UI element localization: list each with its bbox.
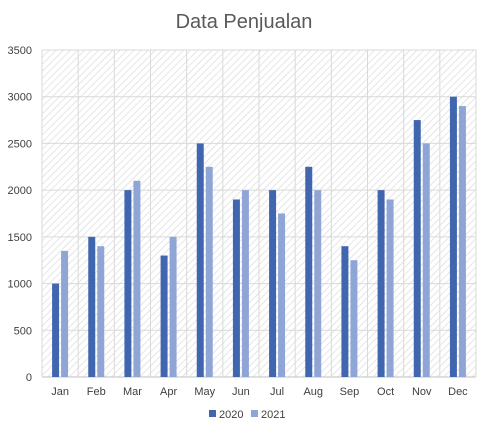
gridlines	[41, 49, 477, 378]
bar-2021-aug	[314, 190, 322, 377]
x-axis: Jan Feb Mar Apr May Jun Jul Aug Sep Oct Nov Dec	[51, 386, 468, 398]
chart-title: Data Penjualan	[176, 11, 313, 33]
bar-2020-apr	[160, 255, 168, 377]
x-tick-label: Feb	[87, 386, 106, 398]
bar-2020-feb	[88, 236, 96, 377]
bar-2021-may	[205, 166, 213, 377]
bar-2021-feb	[97, 246, 105, 377]
y-tick-label: 1500	[8, 232, 32, 244]
x-tick-label: Aug	[303, 386, 323, 398]
bar-2020-jan	[52, 283, 60, 377]
x-tick-label: Jul	[270, 386, 284, 398]
bar-2020-dec	[449, 96, 457, 377]
legend-swatch-2021	[251, 410, 258, 417]
legend-label-2021: 2021	[261, 409, 285, 421]
bar-2021-jan	[61, 250, 69, 377]
x-tick-label: Sep	[340, 386, 360, 398]
bar-2021-dec	[458, 106, 466, 378]
bar-2021-oct	[386, 199, 394, 377]
y-tick-label: 2500	[8, 138, 32, 150]
x-tick-label: Nov	[412, 386, 432, 398]
bar-2020-sep	[341, 246, 349, 377]
x-tick-label: Mar	[123, 386, 142, 398]
bar-2021-apr	[169, 236, 177, 377]
y-axis: 0 500 1000 1500 2000 2500 3000 3500	[8, 45, 32, 384]
y-tick-label: 0	[26, 372, 32, 384]
bar-2021-sep	[350, 260, 358, 377]
x-tick-label: Dec	[448, 386, 468, 398]
y-tick-label: 1000	[8, 279, 32, 291]
y-tick-label: 500	[14, 325, 32, 337]
x-tick-label: Jan	[51, 386, 69, 398]
y-tick-label: 2000	[8, 185, 32, 197]
bar-2020-nov	[413, 120, 421, 378]
x-tick-label: Oct	[377, 386, 394, 398]
x-tick-label: Apr	[160, 386, 177, 398]
bar-2020-jul	[269, 190, 277, 377]
bar-2020-may	[196, 143, 204, 377]
bars	[52, 96, 466, 378]
y-tick-label: 3500	[8, 45, 32, 57]
bar-2020-aug	[305, 166, 313, 377]
bar-2021-jul	[278, 213, 286, 377]
legend-label-2020: 2020	[219, 409, 243, 421]
bar-2021-nov	[422, 143, 430, 377]
bar-2020-mar	[124, 190, 132, 377]
bar-2020-jun	[232, 199, 240, 377]
x-tick-label: Jun	[232, 386, 250, 398]
legend: 2020 2021	[209, 409, 285, 421]
legend-swatch-2020	[209, 410, 216, 417]
bar-2020-oct	[377, 190, 385, 377]
bar-2021-jun	[241, 190, 249, 377]
bar-2021-mar	[133, 180, 141, 377]
y-tick-label: 3000	[8, 92, 32, 104]
x-tick-label: May	[194, 386, 215, 398]
